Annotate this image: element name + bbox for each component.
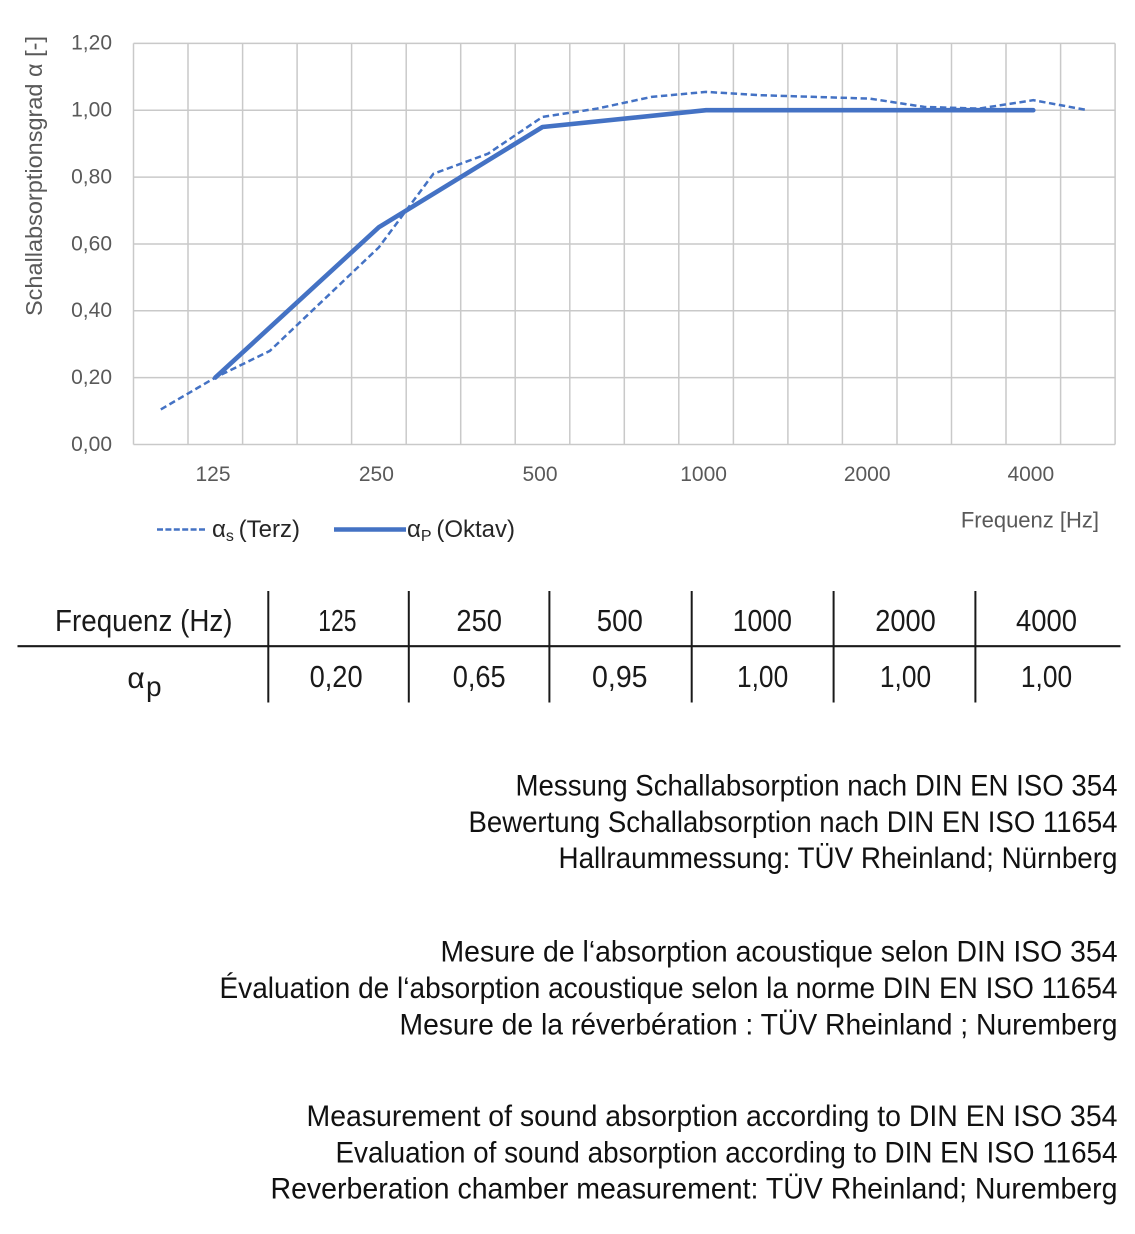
svg-text:1000: 1000: [733, 603, 792, 638]
svg-text:α: α: [127, 662, 144, 695]
svg-text:Frequenz [Hz]: Frequenz [Hz]: [961, 508, 1099, 533]
svg-text:1,20: 1,20: [71, 32, 112, 55]
svg-text:Reverberation chamber measurem: Reverberation chamber measurement: TÜV R…: [271, 1173, 1118, 1206]
svg-text:2000: 2000: [875, 603, 936, 638]
svg-text:4000: 4000: [1016, 603, 1077, 638]
svg-text:250: 250: [456, 603, 502, 638]
svg-text:0,65: 0,65: [453, 659, 506, 694]
svg-text:1,00: 1,00: [880, 659, 931, 694]
svg-text:Bewertung Schallabsorption nac: Bewertung Schallabsorption nach DIN EN I…: [469, 806, 1118, 839]
svg-text:Schallabsorptionsgrad α [-]: Schallabsorptionsgrad α [-]: [21, 36, 47, 316]
svg-text:0,95: 0,95: [592, 659, 648, 694]
svg-text:250: 250: [359, 463, 394, 486]
svg-text:500: 500: [597, 603, 643, 638]
svg-text:1,00: 1,00: [737, 659, 788, 694]
svg-text:Frequenz (Hz): Frequenz (Hz): [55, 603, 233, 638]
svg-text:500: 500: [522, 463, 557, 486]
svg-text:1000: 1000: [680, 463, 727, 486]
svg-text:Évaluation de l‘absorption aco: Évaluation de l‘absorption acoustique se…: [220, 972, 1118, 1005]
svg-text:Messung Schallabsorption nach: Messung Schallabsorption nach DIN EN ISO…: [516, 770, 1118, 803]
svg-text:0,20: 0,20: [71, 366, 112, 389]
svg-text:125: 125: [195, 463, 230, 486]
svg-text:1,00: 1,00: [71, 99, 112, 122]
svg-text:p: p: [146, 671, 162, 702]
svg-text:0,40: 0,40: [71, 299, 112, 322]
svg-text:Hallraummessung: TÜV Rheinland: Hallraummessung: TÜV Rheinland; Nürnberg: [559, 842, 1118, 875]
svg-text:0,00: 0,00: [71, 433, 112, 456]
svg-text:2000: 2000: [844, 463, 891, 486]
svg-text:Measurement of sound absorptio: Measurement of sound absorption accordin…: [307, 1100, 1118, 1133]
svg-text:Mesure de l‘absorption acousti: Mesure de l‘absorption acoustique selon …: [441, 936, 1118, 969]
svg-text:0,20: 0,20: [310, 659, 363, 694]
svg-text:Evaluation of sound absorption: Evaluation of sound absorption according…: [336, 1136, 1118, 1169]
svg-text:Mesure de la réverbération : T: Mesure de la réverbération : TÜV Rheinla…: [400, 1008, 1118, 1041]
svg-text:125: 125: [318, 603, 356, 638]
svg-text:1,00: 1,00: [1021, 659, 1072, 694]
svg-text:0,60: 0,60: [71, 232, 112, 255]
svg-text:αs (Terz): αs (Terz): [212, 516, 300, 545]
svg-text:4000: 4000: [1007, 463, 1054, 486]
svg-text:0,80: 0,80: [71, 165, 112, 188]
